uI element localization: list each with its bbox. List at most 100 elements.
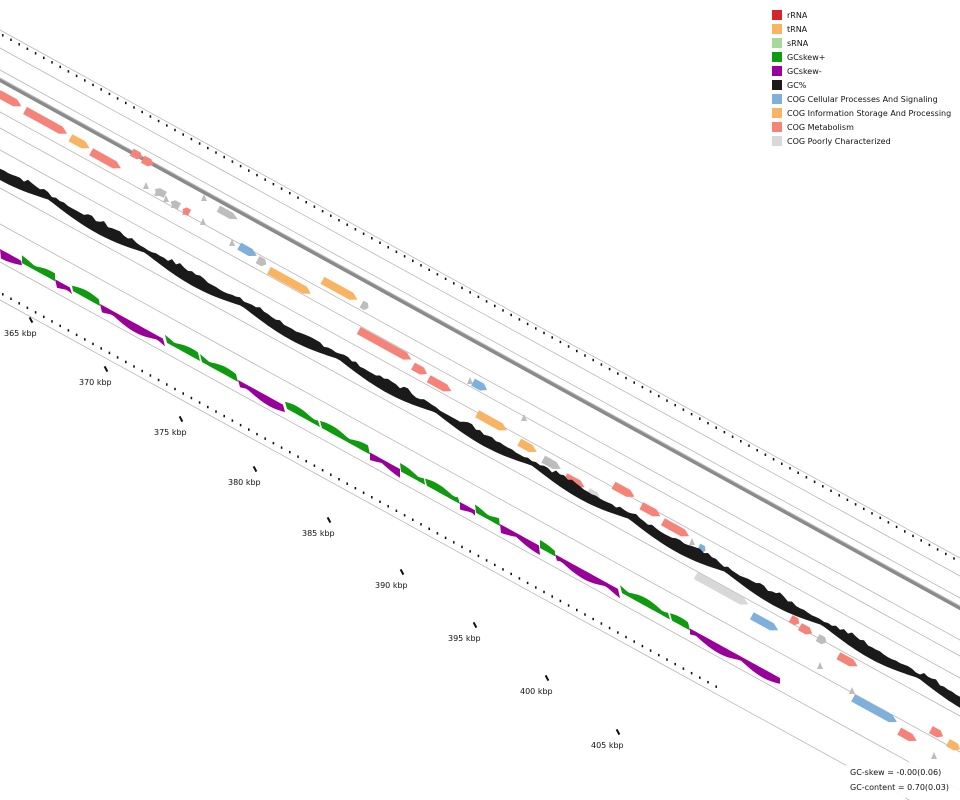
ruler-tick-minor <box>879 516 881 520</box>
ruler-tick-minor <box>830 489 832 493</box>
ruler-tick-minor <box>215 410 217 413</box>
ruler-tick-minor <box>740 440 742 443</box>
ruler-tick-minor <box>592 358 594 362</box>
genome-backbone <box>0 77 960 611</box>
gene-marker <box>200 218 206 225</box>
ruler-tick-minor <box>207 405 209 409</box>
ruler-tick-minor <box>567 604 570 607</box>
ruler-tick-minor <box>543 590 545 594</box>
gene-features-track <box>0 90 960 759</box>
gc-skew-negative <box>460 502 475 516</box>
ruler-tick-minor <box>133 365 135 368</box>
ruler-tick-minor <box>444 536 447 540</box>
gene-arrow <box>182 207 192 216</box>
gene-arrow <box>611 481 635 497</box>
ruler-tick-minor <box>2 34 4 37</box>
ruler-tick-minor <box>600 622 603 625</box>
ruler-tick-minor <box>215 151 217 154</box>
ruler-tick-minor <box>133 106 135 109</box>
gc-skew-positive <box>540 540 555 557</box>
ruler-tick-minor <box>100 88 102 91</box>
ruler-tick-minor <box>289 450 291 454</box>
ruler-tick-minor <box>690 671 693 675</box>
legend-item: COG Information Storage And Processing <box>772 106 951 120</box>
ruler-tick-minor <box>690 412 693 416</box>
ruler-tick-minor <box>518 577 521 580</box>
gc-skew-negative <box>690 628 780 684</box>
gene-arrow <box>140 155 154 167</box>
gene-arrow <box>154 188 167 198</box>
ruler-tick-minor <box>846 498 849 502</box>
ruler-tick-minor <box>731 435 734 438</box>
guide-line <box>0 223 960 753</box>
gene-arrow <box>928 726 944 738</box>
ruler-tick-minor <box>354 487 357 490</box>
tick-major <box>472 621 478 629</box>
guide-line <box>0 187 960 717</box>
gene-marker <box>143 182 149 189</box>
gene-marker <box>849 687 855 694</box>
ruler-tick-minor <box>576 349 578 353</box>
gene-arrow <box>216 205 238 220</box>
ruler-tick-minor <box>26 306 29 310</box>
guide-line <box>0 127 960 657</box>
legend-swatch <box>772 108 782 118</box>
ruler-tick-minor <box>157 119 160 123</box>
ruler-tick-minor <box>116 356 119 359</box>
ruler-tick-minor <box>182 392 184 395</box>
gene-arrow <box>945 739 960 751</box>
gene-marker <box>817 662 823 669</box>
ruler-tick-minor <box>379 241 381 244</box>
ruler-tick-minor <box>297 455 299 458</box>
ruler-tick-minor <box>18 43 20 46</box>
guide-line <box>0 47 960 577</box>
gene-arrow <box>411 362 428 375</box>
legend-swatch <box>772 122 782 132</box>
ruler-tick-minor <box>707 680 709 684</box>
legend-item: COG Cellular Processes And Signaling <box>772 92 951 106</box>
ruler-tick-minor <box>928 543 931 547</box>
ruler-tick-minor <box>576 608 578 612</box>
ruler-tick-minor <box>59 65 61 69</box>
ruler-tick-minor <box>166 124 168 127</box>
legend-label: GCskew- <box>787 66 822 76</box>
tick-label: 365 kbp <box>4 329 37 338</box>
ruler-tick-minor <box>379 500 381 503</box>
ruler-tick-minor <box>371 496 373 499</box>
ruler-tick-minor <box>502 309 504 312</box>
ruler-tick-minor <box>174 387 176 391</box>
gc-skew-positive <box>200 354 238 382</box>
ruler-tick-minor <box>346 482 348 485</box>
gene-arrow <box>851 694 897 723</box>
ruler-tick-minor <box>895 525 898 529</box>
ruler-tick-minor <box>43 56 45 60</box>
legend-label: tRNA <box>787 24 808 34</box>
ruler-tick-minor <box>625 635 627 639</box>
ruler-tick-minor <box>141 369 143 373</box>
ruler-tick-minor <box>412 259 414 262</box>
guide-line <box>0 299 910 800</box>
ruler-tick-minor <box>502 568 504 571</box>
ruler-tick-minor <box>854 503 857 506</box>
tick-label: 390 kbp <box>375 581 408 590</box>
ruler-tick-minor <box>535 586 537 589</box>
gene-arrow <box>0 90 22 107</box>
gc-skew-positive <box>22 255 55 282</box>
ruler-tick-minor <box>264 178 266 181</box>
tick-major <box>252 465 258 473</box>
ruler-tick-minor <box>436 273 439 276</box>
gc-skew-positive <box>72 285 100 306</box>
legend-label: GC% <box>787 80 807 90</box>
legend-item: GCskew+ <box>772 50 951 64</box>
ruler-tick-minor <box>592 617 594 621</box>
legend-item: GC% <box>772 78 951 92</box>
ruler-tick-minor <box>453 541 455 544</box>
gc-skew-positive <box>670 613 690 631</box>
tick-major <box>615 728 621 736</box>
gc-skew-track <box>0 249 780 684</box>
ruler-tick-minor <box>174 128 176 132</box>
ruler-tick-minor <box>280 187 283 190</box>
ruler-tick-minor <box>494 304 496 308</box>
gene-arrow <box>897 727 917 741</box>
gene-arrow <box>255 256 267 267</box>
